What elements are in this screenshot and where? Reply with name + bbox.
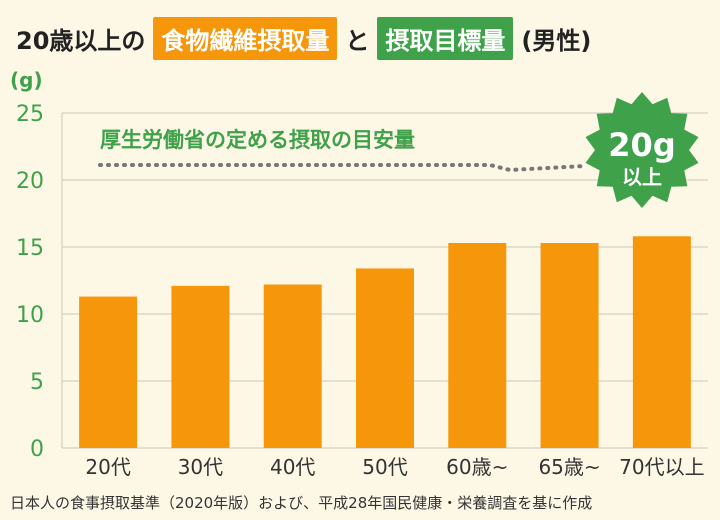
reference-line xyxy=(98,163,587,173)
y-tick-label: 25 xyxy=(16,102,44,127)
x-tick-label: 30代 xyxy=(178,455,223,479)
chart-title: 20歳以上の 食物繊維摂取量 と 摂取目標量 (男性) xyxy=(16,14,591,62)
y-tick-label: 10 xyxy=(16,303,44,328)
x-tick-label: 40代 xyxy=(270,455,315,479)
bar xyxy=(632,236,691,448)
y-tick-label: 5 xyxy=(30,370,44,395)
y-tick-label: 20 xyxy=(16,169,44,194)
title-part1: 20歳以上の xyxy=(16,26,146,55)
target-badge-starburst xyxy=(585,92,699,208)
title-highlight-fiber-intake: 食物繊維摂取量 xyxy=(153,16,338,60)
target-badge-suffix: 以上 xyxy=(622,165,662,189)
goal-label: 厚生労働省の定める摂取の目安量 xyxy=(100,128,415,152)
target-badge-value: 20g xyxy=(608,126,675,164)
bar xyxy=(448,242,507,448)
bar xyxy=(356,268,414,448)
bar xyxy=(79,296,138,448)
source-note: 日本人の食事摂取基準（2020年版）および、平成28年国民健康・栄養調査を基に作… xyxy=(10,494,593,512)
bar xyxy=(540,242,599,448)
y-axis-unit: (g) xyxy=(10,68,43,92)
bar xyxy=(171,285,230,448)
x-tick-label: 65歳~ xyxy=(538,455,600,479)
bar xyxy=(263,284,322,448)
x-tick-label: 70代以上 xyxy=(619,455,704,479)
title-part2: と xyxy=(345,26,370,55)
title-highlight-target-intake: 摂取目標量 xyxy=(377,16,514,60)
x-tick-label: 50代 xyxy=(362,455,407,479)
y-tick-label: 0 xyxy=(30,437,44,462)
x-tick-label: 60歳~ xyxy=(446,455,508,479)
y-tick-label: 15 xyxy=(16,236,44,261)
title-part3: (男性) xyxy=(521,26,592,55)
x-tick-label: 20代 xyxy=(85,455,130,479)
